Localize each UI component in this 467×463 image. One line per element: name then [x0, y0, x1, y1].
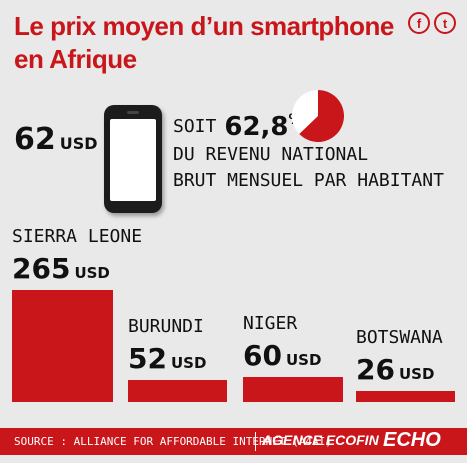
- echo-logo: ECHO: [383, 429, 441, 451]
- share-soit-label: SOIT: [173, 116, 217, 137]
- twitter-icon[interactable]: t: [434, 12, 456, 34]
- average-price-unit: USD: [59, 134, 98, 153]
- share-line-2: DU REVENU NATIONAL: [173, 144, 369, 165]
- bar-value-number: 60: [243, 338, 282, 372]
- facebook-icon[interactable]: f: [408, 12, 430, 34]
- bar-value-label: 52 USD: [128, 342, 206, 375]
- bar-value-label: 60 USD: [243, 339, 321, 372]
- page-title: Le prix moyen d’un smartphone en Afrique: [14, 11, 394, 74]
- average-price: 62 USD: [14, 122, 98, 157]
- average-price-value: 62: [14, 122, 56, 157]
- share-line-3: BRUT MENSUEL PAR HABITANT: [173, 170, 444, 191]
- phone-speaker: [127, 111, 139, 114]
- bar-value-unit: USD: [74, 264, 110, 282]
- pie-slice-share: [299, 90, 345, 142]
- bar-value-number: 26: [356, 353, 395, 386]
- bar-sierra-leone: [12, 290, 113, 402]
- bar-value-number: 52: [128, 342, 167, 376]
- category-label: NIGER: [243, 312, 298, 334]
- bar-value-unit: USD: [170, 354, 207, 373]
- phone-screen: [110, 119, 156, 201]
- bar-botswana: [356, 391, 455, 402]
- category-label: BOTSWANA: [356, 327, 443, 348]
- smartphone-icon: [104, 105, 162, 213]
- agence-ecofin-logo: AGENCE ECOFIN: [262, 432, 379, 448]
- income-share-pie: [292, 90, 345, 142]
- category-label: SIERRA LEONE: [12, 226, 143, 247]
- source-text: SOURCE : ALLIANCE FOR AFFORDABLE INTERNE…: [14, 435, 332, 448]
- bar-value-label: 26 USD: [356, 353, 434, 386]
- bar-burundi: [128, 380, 227, 402]
- category-label: BURUNDI: [128, 316, 204, 338]
- footer-bar: SOURCE : ALLIANCE FOR AFFORDABLE INTERNE…: [0, 428, 467, 455]
- bar-value-label: 265 USD: [12, 252, 110, 285]
- bar-value-unit: USD: [285, 350, 322, 369]
- bar-value-number: 265: [12, 252, 71, 285]
- bar-value-unit: USD: [398, 365, 435, 383]
- footer-divider: [255, 432, 256, 451]
- bar-niger: [243, 376, 343, 402]
- share-percent: 62,8: [224, 112, 289, 142]
